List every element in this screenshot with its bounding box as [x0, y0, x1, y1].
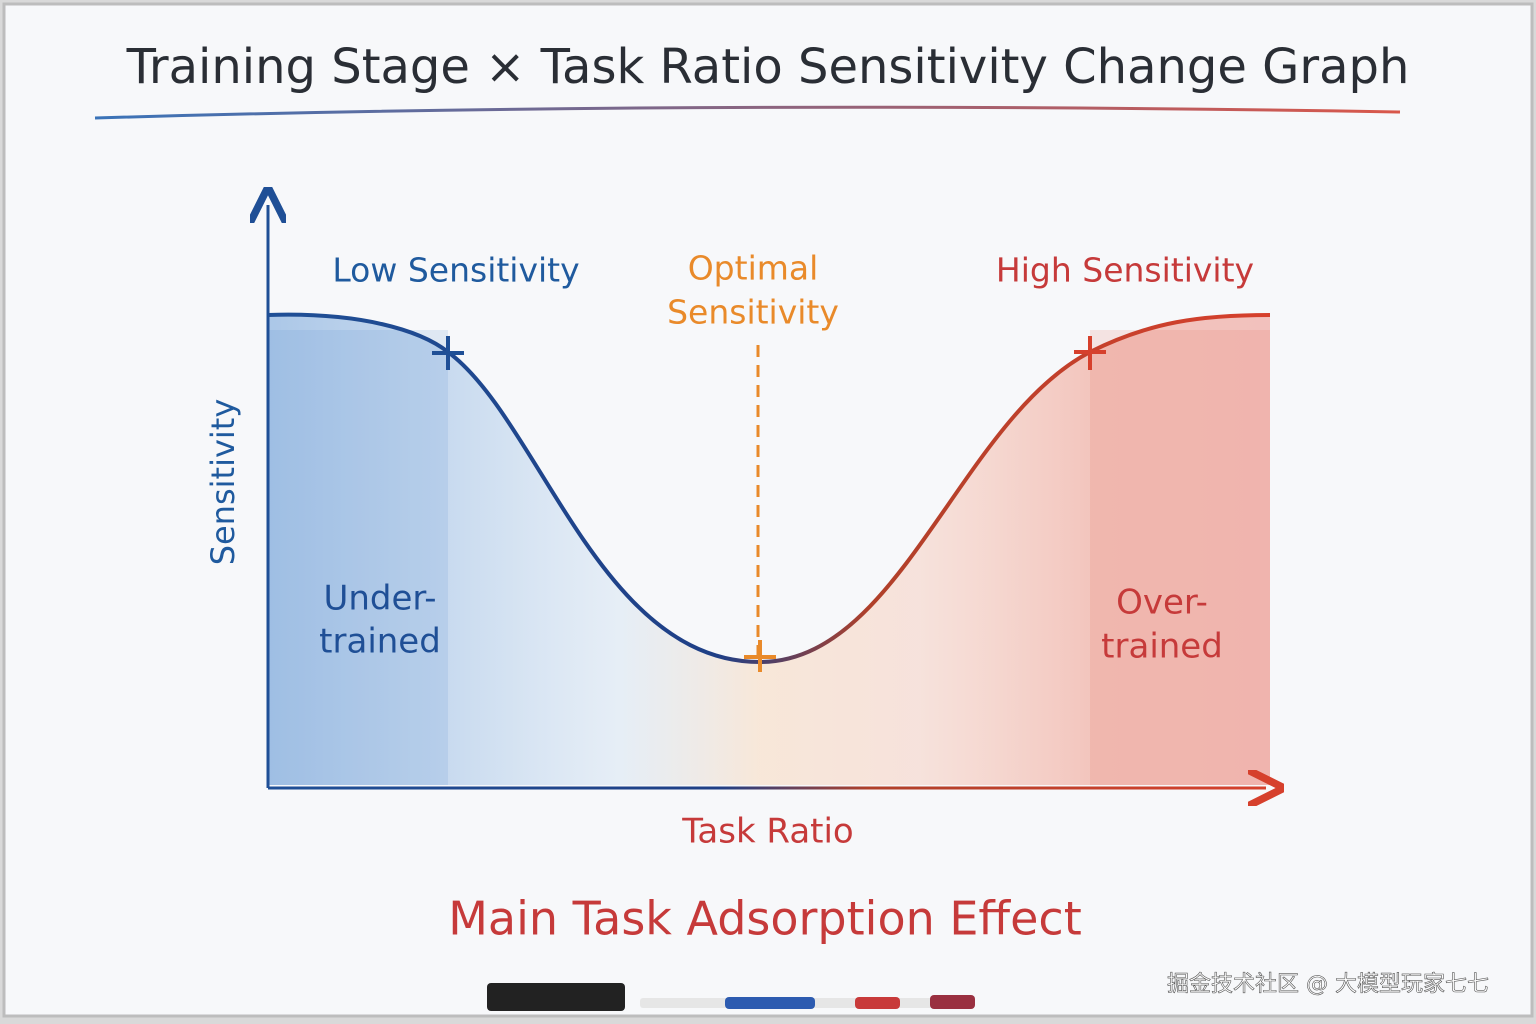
- high-cross: [1074, 336, 1106, 370]
- low-cross: [432, 336, 464, 370]
- optimal-label: Optimal: [688, 249, 819, 288]
- blue-marker: [725, 997, 815, 1009]
- title: Training Stage × Task Ratio Sensitivity …: [126, 39, 1410, 95]
- under-label: Under-: [323, 579, 436, 619]
- watermark: 掘金技术社区 @ 大模型玩家七七: [1167, 972, 1489, 997]
- caption: Main Task Adsorption Effect: [448, 892, 1082, 946]
- under-label: trained: [319, 622, 441, 662]
- y-axis-label: Sensitivity: [204, 399, 242, 566]
- under-band: [268, 330, 448, 785]
- optimal-cross: [744, 640, 776, 672]
- over-label: Over-: [1116, 583, 1208, 623]
- red-marker: [855, 997, 900, 1009]
- optimal-label: Sensitivity: [667, 293, 839, 332]
- shaded-area: [268, 314, 1270, 785]
- title-underline: [94, 105, 1401, 120]
- high-label: High Sensitivity: [996, 251, 1254, 290]
- over-label: trained: [1101, 627, 1223, 667]
- red-marker: [930, 995, 975, 1009]
- markers: [432, 336, 1106, 672]
- low-label: Low Sensitivity: [332, 251, 579, 290]
- over-band: [1090, 330, 1270, 785]
- eraser: [487, 983, 625, 1011]
- x-axis-label: Task Ratio: [681, 812, 853, 852]
